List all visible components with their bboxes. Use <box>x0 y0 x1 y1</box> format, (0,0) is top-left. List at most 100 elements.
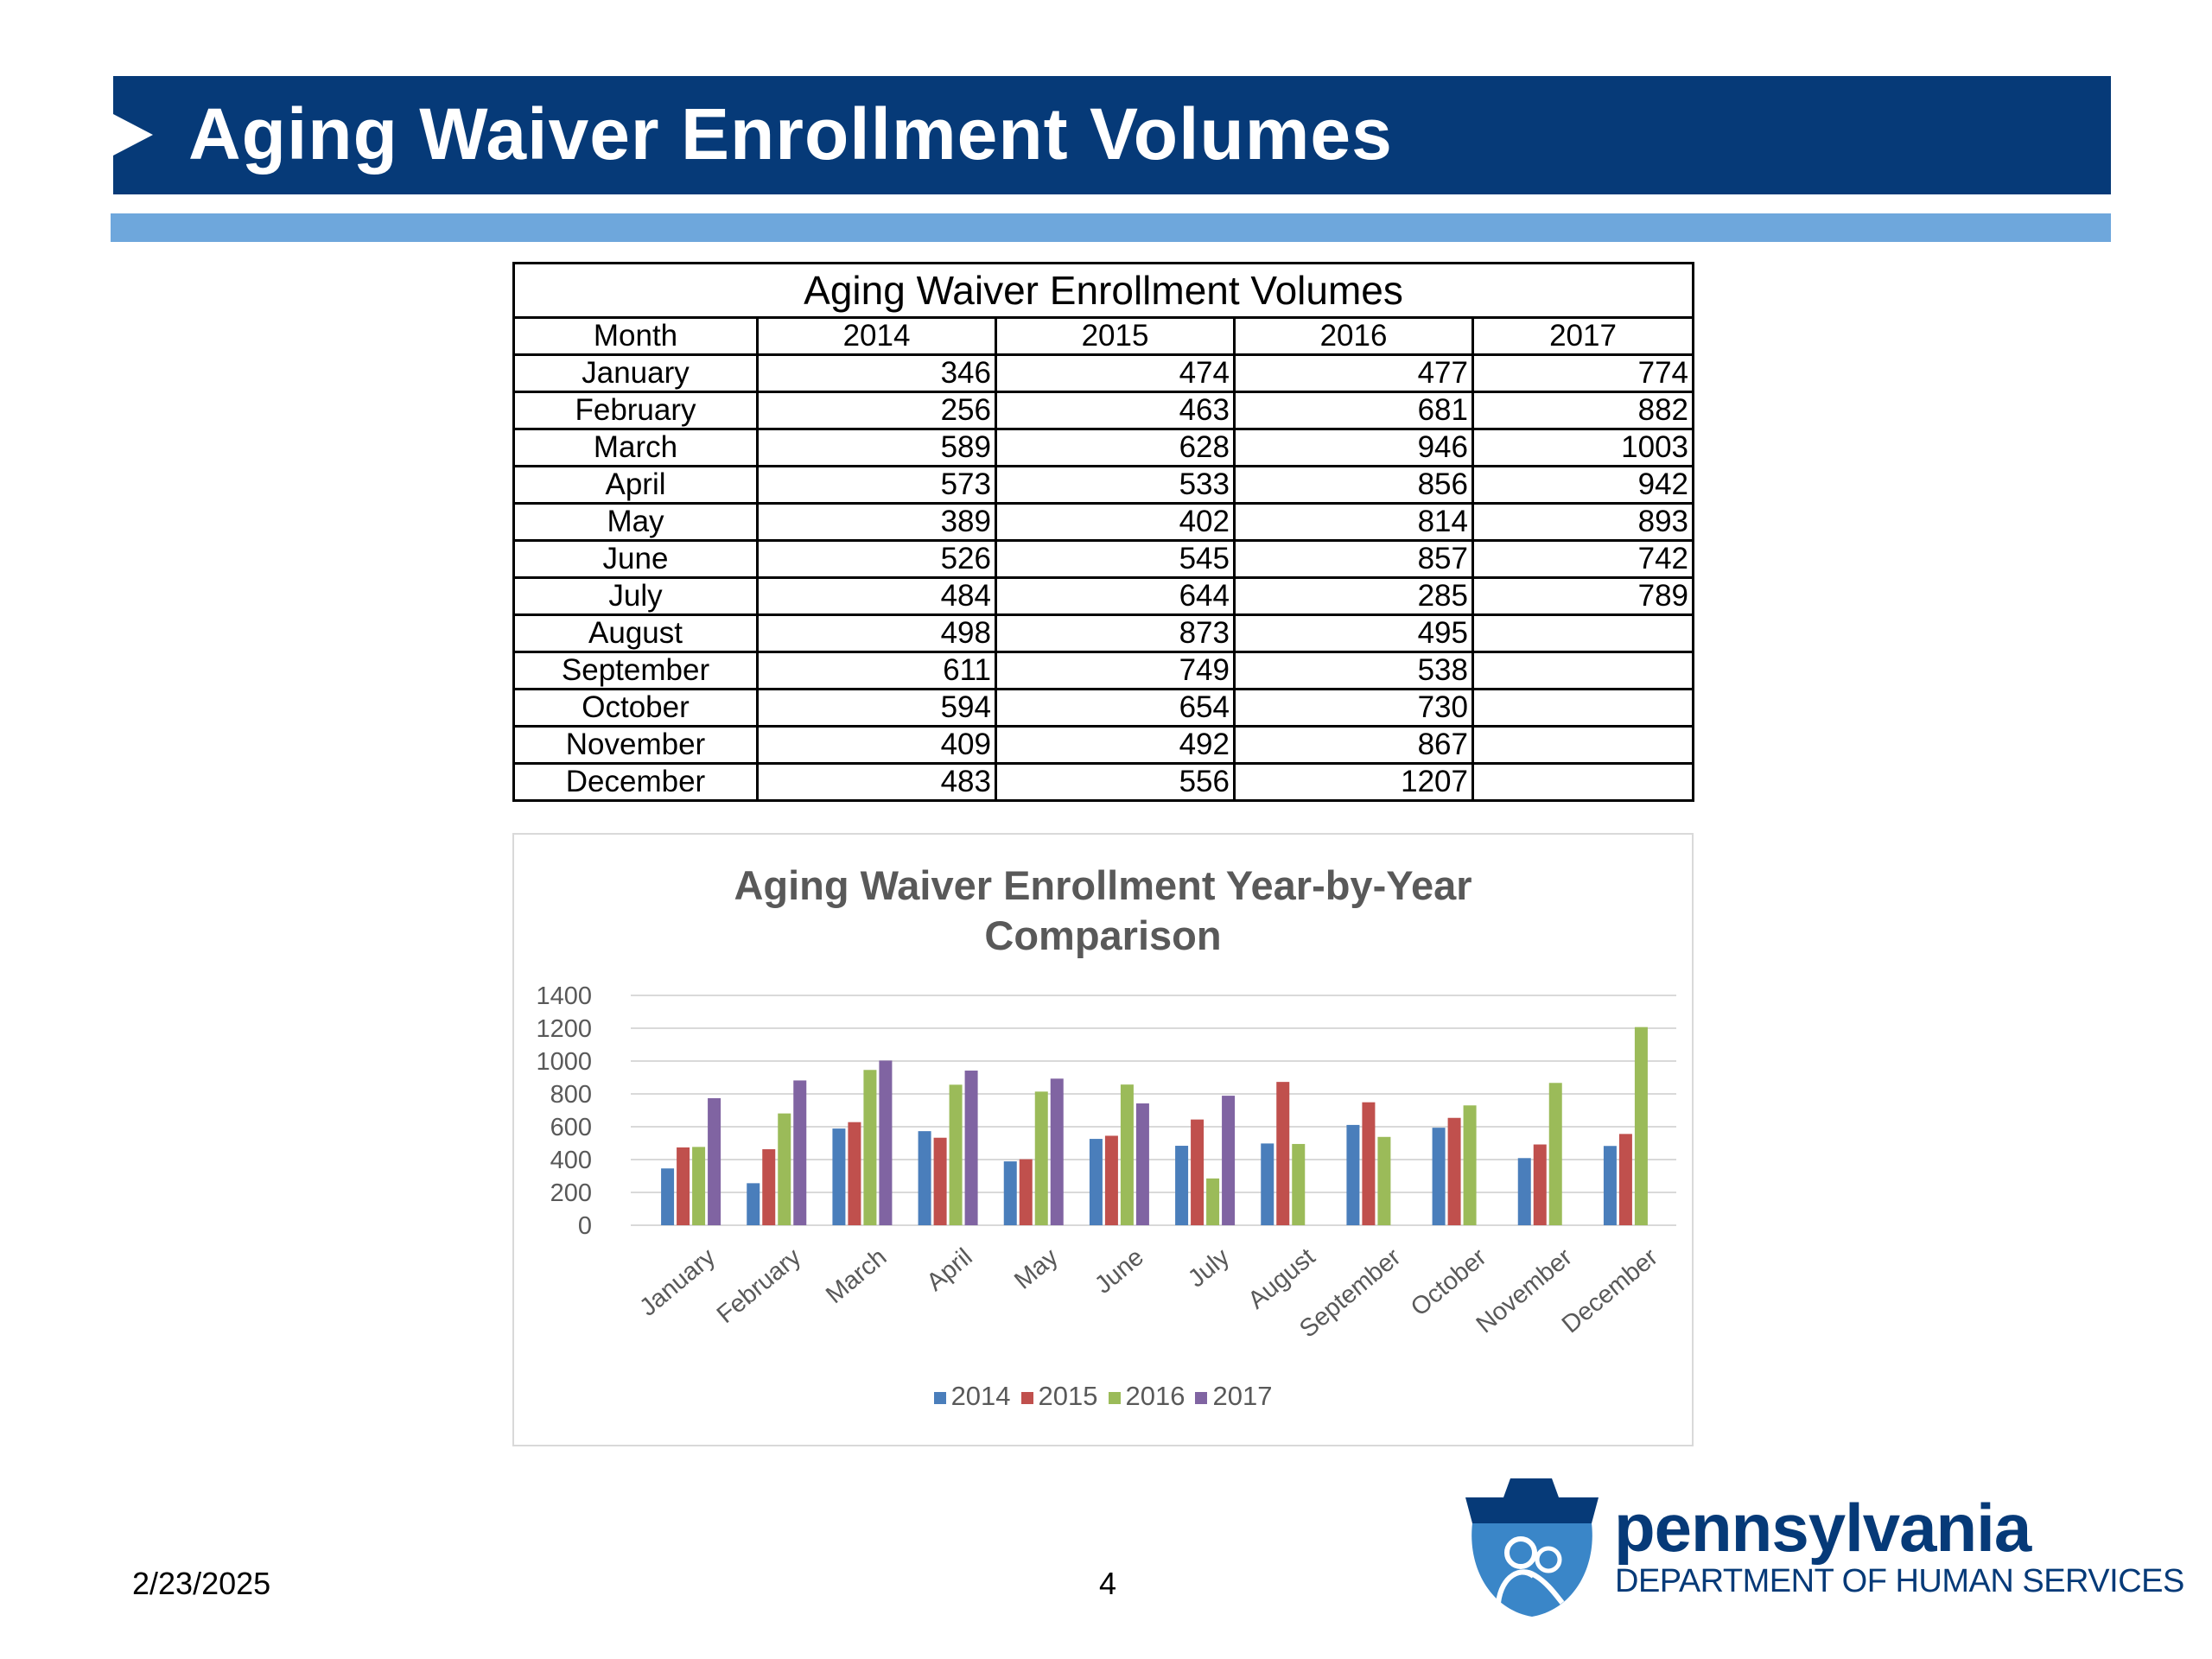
x-tick-label: January <box>634 1243 721 1322</box>
bar-2015-february <box>762 1149 776 1225</box>
month-cell: August <box>512 613 759 653</box>
bar-2017-march <box>879 1060 893 1225</box>
chart-title-line1: Aging Waiver Enrollment Year-by-Year <box>734 862 1472 908</box>
value-cell: 774 <box>1471 353 1695 393</box>
value-cell: 873 <box>995 613 1236 653</box>
value-cell: 402 <box>995 502 1236 542</box>
title-banner <box>113 76 2111 194</box>
month-cell: April <box>512 465 759 505</box>
header-year: 2015 <box>995 316 1236 356</box>
x-tick-label: March <box>821 1243 892 1309</box>
y-tick-label: 400 <box>550 1147 592 1174</box>
legend-label: 2014 <box>950 1381 1011 1411</box>
legend-item: 2015 <box>1020 1381 1098 1412</box>
y-tick-label: 1000 <box>536 1048 592 1076</box>
value-cell: 477 <box>1233 353 1474 393</box>
value-cell: 867 <box>1233 725 1474 765</box>
bar-2016-march <box>863 1070 877 1225</box>
legend-item: 2017 <box>1195 1381 1272 1412</box>
bar-2015-january <box>677 1147 690 1225</box>
bar-2014-december <box>1603 1146 1617 1225</box>
legend-swatch-icon <box>933 1391 946 1404</box>
month-cell: June <box>512 539 759 579</box>
month-cell: February <box>512 391 759 430</box>
bar-2016-december <box>1634 1027 1648 1225</box>
value-cell: 256 <box>756 391 997 430</box>
enrollment-table: Aging Waiver Enrollment Volumes Month 201… <box>512 262 1695 802</box>
value-cell: 644 <box>995 576 1236 616</box>
legend-swatch-icon <box>1108 1391 1121 1404</box>
table-row: December 483 556 1207 <box>512 762 1695 802</box>
header-year: 2017 <box>1471 316 1695 356</box>
bar-2014-august <box>1261 1143 1274 1225</box>
table-row: September 611 749 538 <box>512 651 1695 690</box>
legend-item: 2014 <box>933 1381 1011 1412</box>
slide-title: Aging Waiver Enrollment Volumes <box>188 93 1393 175</box>
value-cell <box>1471 651 1695 690</box>
bar-2015-august <box>1276 1082 1290 1225</box>
table-row: November 409 492 867 <box>512 725 1695 765</box>
y-tick-label: 1200 <box>536 1015 592 1043</box>
bar-2014-september <box>1346 1124 1360 1225</box>
x-tick-label: February <box>712 1243 807 1329</box>
logo-department: DEPARTMENT OF HUMAN SERVICES <box>1615 1563 2184 1599</box>
value-cell: 856 <box>1233 465 1474 505</box>
bar-2016-february <box>778 1113 791 1225</box>
bar-2016-july <box>1206 1178 1220 1225</box>
bar-2014-june <box>1089 1139 1103 1225</box>
value-cell: 492 <box>995 725 1236 765</box>
value-cell: 526 <box>756 539 997 579</box>
legend-label: 2017 <box>1212 1381 1273 1411</box>
header-month: Month <box>512 316 759 356</box>
value-cell: 857 <box>1233 539 1474 579</box>
value-cell: 730 <box>1233 688 1474 728</box>
table-row: April 573 533 856 942 <box>512 465 1695 505</box>
x-tick-label: June <box>1090 1243 1149 1300</box>
legend-label: 2016 <box>1125 1381 1185 1411</box>
table-caption: Aging Waiver Enrollment Volumes <box>512 262 1695 319</box>
bar-2014-february <box>747 1183 760 1225</box>
table-row: January 346 474 477 774 <box>512 353 1695 393</box>
value-cell: 484 <box>756 576 997 616</box>
y-tick-label: 1400 <box>536 982 592 1010</box>
value-cell: 654 <box>995 688 1236 728</box>
chart-legend: 2014 2015 2016 2017 <box>514 1381 1692 1412</box>
bar-2015-december <box>1618 1134 1632 1225</box>
value-cell: 495 <box>1233 613 1474 653</box>
table-row: March 589 628 946 1003 <box>512 428 1695 467</box>
value-cell: 749 <box>995 651 1236 690</box>
value-cell: 498 <box>756 613 997 653</box>
bar-2016-october <box>1463 1105 1477 1225</box>
header-year: 2014 <box>756 316 997 356</box>
value-cell: 814 <box>1233 502 1474 542</box>
value-cell: 389 <box>756 502 997 542</box>
bar-2017-january <box>708 1097 721 1225</box>
value-cell: 573 <box>756 465 997 505</box>
legend-swatch-icon <box>1020 1391 1033 1404</box>
bar-2015-july <box>1191 1119 1205 1225</box>
x-tick-label: December <box>1557 1243 1663 1339</box>
value-cell: 346 <box>756 353 997 393</box>
bar-2014-may <box>1003 1161 1017 1225</box>
table-row: February 256 463 681 882 <box>512 391 1695 430</box>
legend-item: 2016 <box>1108 1381 1185 1412</box>
value-cell: 545 <box>995 539 1236 579</box>
bar-2016-june <box>1120 1084 1134 1225</box>
bar-2017-february <box>793 1080 807 1225</box>
value-cell: 742 <box>1471 539 1695 579</box>
y-tick-label: 600 <box>550 1114 592 1141</box>
y-tick-label: 800 <box>550 1081 592 1109</box>
month-cell: March <box>512 428 759 467</box>
title-arrow-icon <box>113 114 153 156</box>
bar-chart: 0 200 400 600 800 1000 1200 1400 JanuaryFebruary… <box>536 982 1676 1344</box>
bar-2015-october <box>1447 1117 1461 1225</box>
value-cell: 946 <box>1233 428 1474 467</box>
accent-bar <box>111 213 2111 242</box>
bar-2015-september <box>1362 1102 1376 1225</box>
x-tick-label: August <box>1243 1243 1321 1315</box>
bar-2014-april <box>918 1131 931 1225</box>
value-cell: 589 <box>756 428 997 467</box>
value-cell: 594 <box>756 688 997 728</box>
value-cell: 483 <box>756 762 997 802</box>
bar-2016-may <box>1034 1091 1048 1225</box>
